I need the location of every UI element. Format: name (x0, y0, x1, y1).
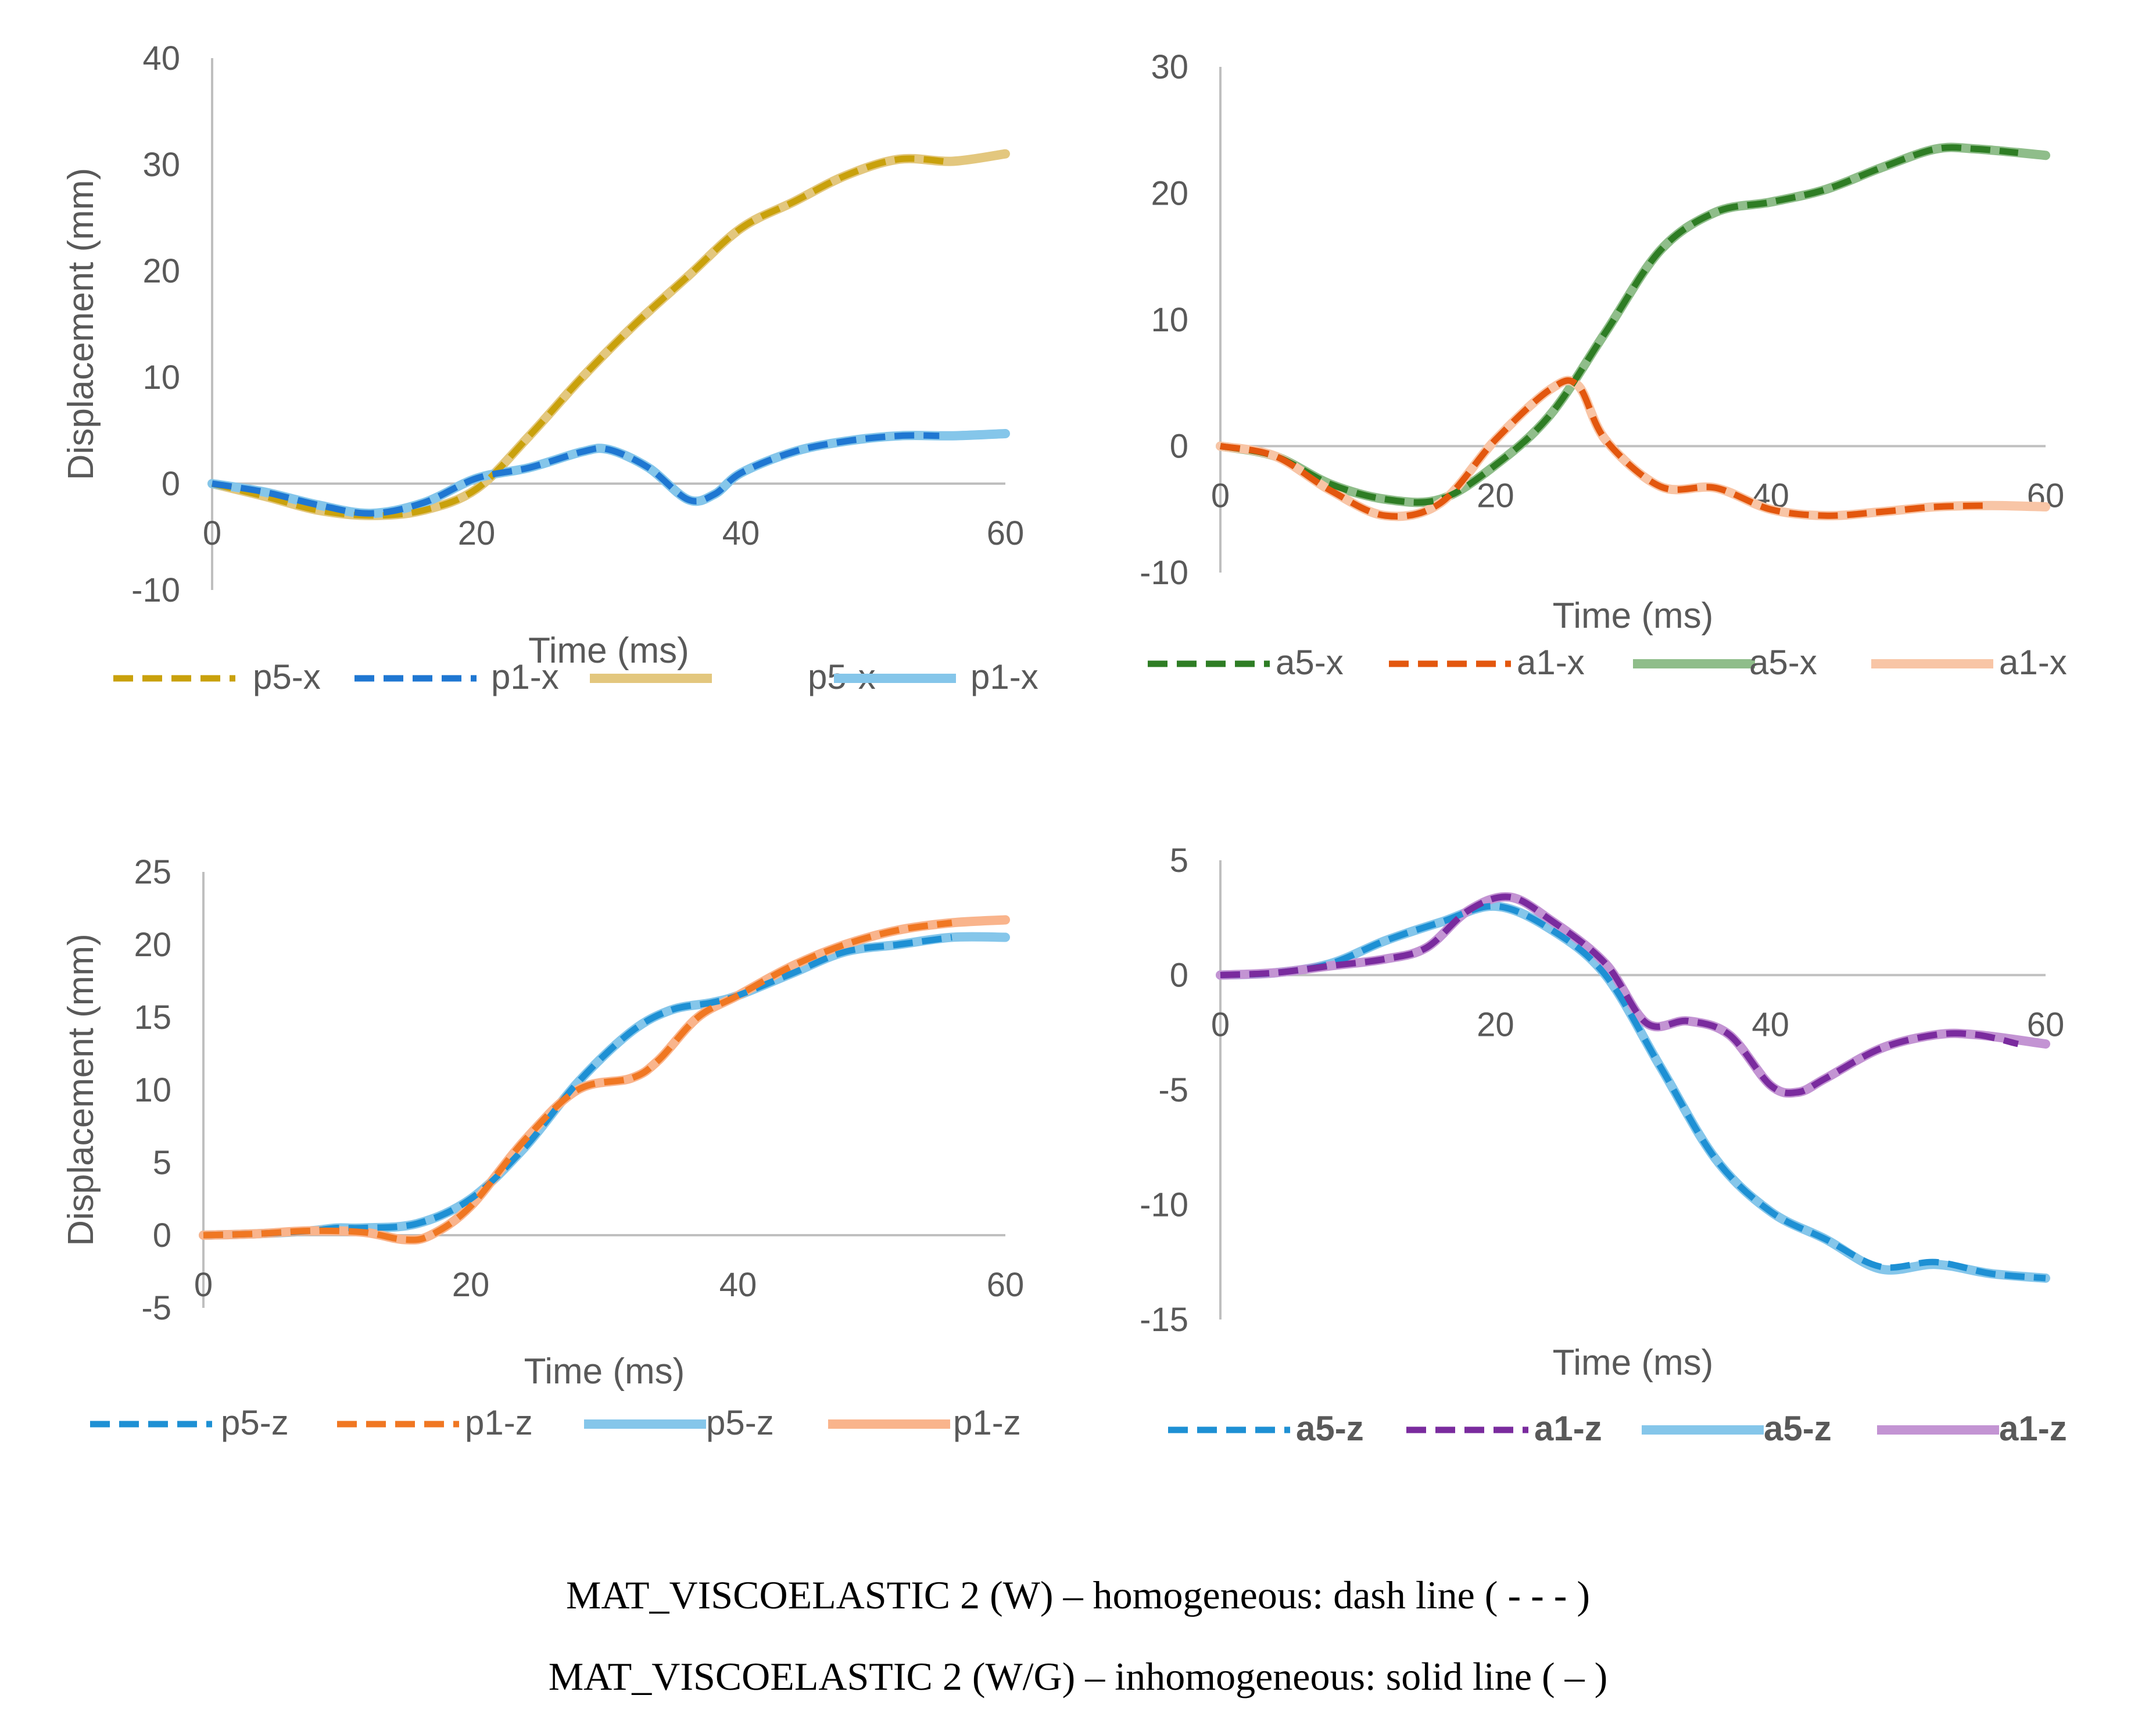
x-tick-label: 60 (987, 514, 1025, 552)
caption-line-1: MAT_VISCOELASTIC 2 (W) – homogeneous: da… (565, 1573, 1591, 1617)
y-tick-label: 5 (1170, 842, 1188, 879)
x-tick-label: 0 (203, 514, 221, 552)
series-line-a1-z-dash (1220, 893, 2019, 1096)
series-line-a5-x-solid (1216, 142, 2050, 507)
y-tick-label: 10 (134, 1071, 171, 1109)
y-tick-label: -15 (1140, 1301, 1188, 1339)
y-tick-label: 25 (134, 853, 171, 891)
legend-label: a1-z (1999, 1409, 2067, 1448)
y-tick-label: -5 (141, 1289, 171, 1327)
x-tick-label: 60 (2027, 1006, 2065, 1044)
y-tick-label: 5 (153, 1144, 171, 1182)
series-line-a5-z-dash (1220, 903, 2046, 1282)
y-axis-title: Displacement (mm) (61, 934, 101, 1246)
y-tick-label: 20 (134, 926, 171, 964)
legend-label: a1-x (1517, 643, 1585, 682)
series-line-a5-x-dash (1220, 144, 2019, 506)
y-tick-label: -5 (1158, 1071, 1188, 1109)
x-tick-label: 0 (1211, 477, 1230, 515)
y-tick-label: 40 (142, 40, 180, 77)
x-tick-label: 40 (722, 514, 760, 552)
series-line-p5-x-solid (207, 149, 1010, 520)
legend-label: p1-x (491, 657, 559, 696)
y-tick-label: 15 (134, 999, 171, 1036)
panel-p-z: -5 0 5 10 15 20 25 0 20 40 60 Time (ms) Displacement… (61, 853, 1024, 1442)
y-tick-label: -10 (1140, 554, 1188, 592)
legend-label: p1-z (465, 1403, 533, 1442)
x-tick-label: 0 (1211, 1006, 1230, 1044)
x-tick-label: 20 (1477, 1006, 1514, 1044)
y-tick-label: 20 (142, 252, 180, 290)
x-axis-title: Time (ms) (1553, 1343, 1714, 1383)
series-line-a1-z-solid (1216, 892, 2050, 1098)
series-line-a1-x-dash (1220, 377, 1991, 520)
legend-label: a5-x (1276, 643, 1344, 682)
y-tick-label: 10 (142, 359, 180, 396)
series-line-p1-z-dash (203, 920, 952, 1243)
x-tick-label: 0 (194, 1266, 213, 1304)
legend-label: a1-x (1999, 643, 2067, 682)
series-line-p1-x-solid (207, 429, 1010, 518)
y-axis-title: Displacement (mm) (61, 168, 101, 480)
y-tick-label: 0 (1170, 428, 1188, 466)
series-line-p1-x-dash (212, 432, 940, 517)
x-tick-label: 60 (987, 1266, 1025, 1304)
legend-label: p1-x (970, 657, 1038, 696)
x-axis-title: Time (ms) (524, 1351, 685, 1392)
y-tick-label: 0 (1170, 957, 1188, 995)
y-tick-label: 30 (1151, 48, 1188, 86)
legend-label: a5-z (1296, 1409, 1364, 1448)
caption-line-2: MAT_VISCOELASTIC 2 (W/G) – inhomogeneous… (548, 1654, 1608, 1698)
legend-label: a1-z (1534, 1409, 1602, 1448)
legend-label: a5-z (1764, 1409, 1832, 1448)
legend-label: p5-z (706, 1403, 774, 1442)
y-tick-label: -10 (1140, 1186, 1188, 1224)
panel-a-z: -15 -10 -5 0 5 0 20 40 60 Time (ms) a5-z a1-z a5-z a1… (1140, 842, 2067, 1448)
legend-label: p5-x (253, 657, 321, 696)
x-axis-title: Time (ms) (528, 631, 689, 671)
y-tick-label: -10 (131, 571, 180, 609)
y-tick-label: 20 (1151, 175, 1188, 213)
x-tick-label: 40 (1752, 1006, 1789, 1044)
series-line-p5-x-dash (211, 155, 953, 519)
x-tick-label: 20 (1477, 477, 1514, 515)
panel-p-x: -10 0 10 20 30 40 0 20 40 60 Time (ms) Displacement… (61, 40, 1038, 696)
y-tick-label: 30 (142, 146, 180, 184)
y-tick-label: 10 (1151, 301, 1188, 339)
legend-label: p1-z (953, 1403, 1021, 1442)
legend-label: a5-x (1749, 643, 1817, 682)
x-tick-label: 20 (452, 1266, 490, 1304)
x-tick-label: 20 (458, 514, 496, 552)
y-tick-label: 0 (153, 1217, 171, 1254)
x-tick-label: 40 (719, 1266, 757, 1304)
y-tick-label: 0 (162, 465, 180, 503)
legend-label: p5-z (221, 1403, 289, 1442)
x-axis-title: Time (ms) (1553, 596, 1714, 636)
